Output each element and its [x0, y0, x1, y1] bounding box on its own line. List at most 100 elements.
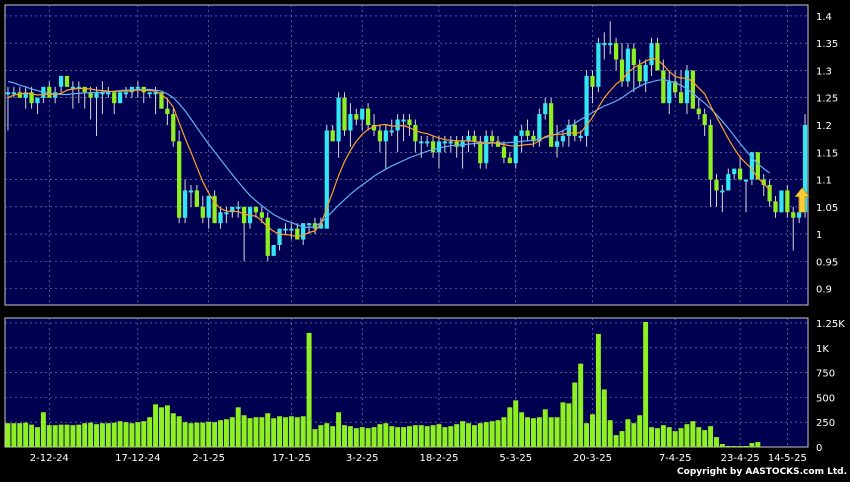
price-tick-label: 0.9 — [816, 285, 832, 296]
candle-body — [360, 108, 365, 120]
candle-body — [519, 130, 524, 136]
candle-body — [779, 190, 784, 213]
candle-body — [767, 185, 772, 202]
volume-bar — [519, 412, 525, 447]
volume-bar — [719, 444, 725, 447]
candle — [448, 135, 453, 153]
candle — [478, 135, 483, 169]
candle-body — [23, 92, 28, 98]
candle-body — [283, 228, 288, 231]
candle-body — [637, 65, 642, 82]
candle — [342, 92, 347, 136]
price-tick-label: 1.25 — [816, 94, 838, 105]
date-axis-ticks: 2-12-24 17-12-24 2-1-25 17-1-25 3-2-25 18-2-2… — [30, 453, 807, 464]
candle — [584, 70, 589, 147]
volume-bar — [117, 421, 123, 447]
candle-body — [230, 206, 235, 213]
price-tick-label: 1 — [816, 230, 822, 241]
candle — [543, 97, 548, 120]
candle — [289, 223, 294, 240]
volume-bar — [383, 423, 389, 447]
candle-body — [76, 86, 81, 89]
volume-bar — [158, 407, 164, 447]
candle — [371, 114, 377, 136]
candle — [224, 206, 229, 224]
volume-bar — [483, 422, 489, 447]
candle-body — [123, 92, 129, 95]
candle-body — [389, 130, 394, 133]
volume-bar — [418, 425, 424, 447]
date-tick-label: 7-4-25 — [659, 453, 692, 464]
price-tick-label: 1.1 — [816, 176, 832, 187]
candle-body — [678, 92, 684, 104]
volume-bar — [153, 404, 159, 447]
volume-bar — [595, 333, 601, 447]
candle-body — [478, 141, 483, 164]
candle — [171, 108, 176, 147]
candle — [377, 125, 383, 153]
volume-bar — [525, 417, 531, 447]
candle-body — [306, 223, 312, 226]
candle-body — [667, 81, 672, 104]
volume-grid — [5, 318, 808, 447]
candle-body — [188, 190, 194, 193]
price-tick-label: 1.35 — [816, 39, 838, 50]
latest-price-arrow — [794, 187, 810, 213]
candle — [625, 43, 631, 87]
candle — [58, 75, 64, 93]
candle — [454, 135, 459, 158]
candle-body — [58, 75, 64, 87]
volume-bar — [530, 418, 536, 447]
candle-body — [430, 141, 436, 153]
volume-bar — [678, 428, 684, 447]
candle-body — [348, 114, 353, 131]
volume-bar — [29, 424, 35, 447]
candle — [188, 185, 194, 207]
volume-bar — [613, 435, 619, 447]
volume-bar — [513, 400, 519, 447]
candle-body — [212, 195, 217, 224]
volume-bar — [99, 423, 105, 447]
candle-body — [448, 141, 453, 144]
volume-bar — [235, 407, 241, 447]
candle-body — [797, 212, 802, 218]
volume-bar — [548, 417, 554, 447]
candle — [690, 70, 695, 109]
volume-bar — [88, 422, 94, 447]
candle-body — [301, 223, 306, 240]
volume-bar — [731, 446, 737, 447]
candle-body — [324, 130, 329, 229]
volume-bar — [377, 424, 383, 447]
candle — [525, 119, 530, 142]
volume-bar — [70, 425, 76, 447]
candle — [560, 130, 566, 147]
candle-body — [484, 135, 489, 164]
volume-bar — [578, 363, 584, 447]
date-tick-label: 18-2-25 — [419, 453, 458, 464]
candle — [283, 223, 288, 235]
candle-body — [543, 103, 548, 115]
volume-bar — [34, 427, 40, 447]
candle — [613, 37, 619, 71]
candle-body — [507, 157, 512, 164]
candle — [755, 152, 760, 180]
volume-bar — [601, 389, 607, 447]
candle — [29, 86, 34, 109]
candle-body — [413, 125, 418, 142]
volume-bar — [501, 417, 507, 447]
candle — [242, 206, 247, 262]
candle — [76, 81, 81, 104]
candle-body — [720, 190, 725, 193]
volume-bar — [94, 424, 99, 447]
volume-bar — [271, 418, 277, 447]
candle-body — [525, 130, 530, 136]
candle — [147, 92, 152, 98]
candle — [649, 37, 654, 76]
candle — [702, 108, 707, 136]
volume-bar — [312, 429, 318, 447]
volume-bar — [342, 425, 347, 447]
volume-bar — [631, 423, 637, 447]
volume-bar — [477, 423, 483, 447]
volume-bar — [684, 424, 690, 447]
